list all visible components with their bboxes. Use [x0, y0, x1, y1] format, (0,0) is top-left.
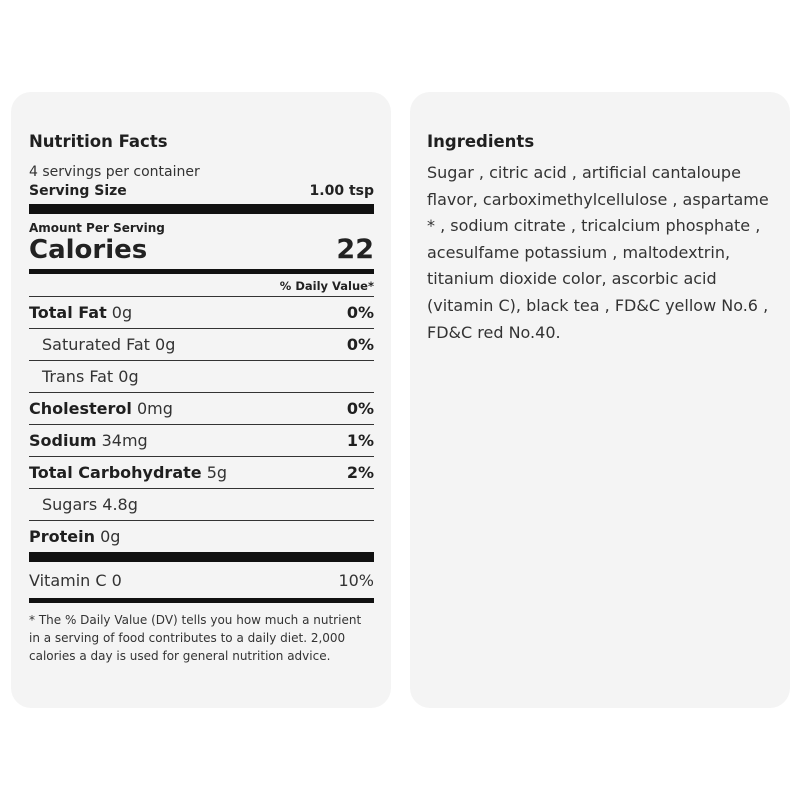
vitamin-name: Vitamin C 0	[29, 570, 122, 590]
nutrient-row-total-carbohydrate: Total Carbohydrate 5g 2%	[29, 457, 374, 488]
nutrient-name: Total Carbohydrate	[29, 463, 202, 482]
calories-value: 22	[336, 234, 374, 265]
nutrient-name: Cholesterol	[29, 399, 132, 418]
vitamin-percent: 10%	[338, 570, 374, 590]
nutrient-name: Trans Fat 0g	[42, 367, 139, 386]
ingredients-section: Ingredients Sugar , citric acid , artifi…	[427, 132, 777, 346]
nutrient-amount: 0g	[106, 303, 133, 322]
nutrient-percent: 2%	[346, 463, 374, 482]
divider-thick	[29, 552, 374, 562]
divider	[29, 296, 374, 297]
nutrition-label: Nutrition Facts 4 servings per container…	[29, 132, 374, 665]
nutrient-row-trans-fat: Trans Fat 0g	[29, 361, 374, 392]
nutrient-name: Sugars 4.8g	[42, 495, 138, 514]
serving-size-row: Serving Size 1.00 tsp	[29, 183, 374, 199]
nutrition-title: Nutrition Facts	[29, 132, 168, 151]
divider	[29, 488, 374, 489]
amount-per-serving: Amount Per Serving	[29, 221, 165, 235]
nutrient-name: Total Fat	[29, 303, 107, 322]
divider	[29, 392, 374, 393]
nutrient-amount: 0g	[94, 527, 121, 546]
daily-value-footnote: * The % Daily Value (DV) tells you how m…	[29, 613, 362, 663]
calories-label: Calories	[29, 235, 148, 265]
ingredients-title: Ingredients	[427, 132, 535, 151]
ingredients-text: Sugar , citric acid , artificial cantalo…	[427, 163, 769, 342]
nutrient-row-sugars: Sugars 4.8g	[29, 489, 374, 520]
nutrient-amount: 34mg	[96, 431, 148, 450]
nutrition-facts-card: Nutrition Facts 4 servings per container…	[11, 92, 391, 708]
nutrient-row-cholesterol: Cholesterol 0mg 0%	[29, 393, 374, 424]
divider	[29, 424, 374, 425]
divider-medium	[29, 598, 374, 603]
servings-per-container: 4 servings per container	[29, 164, 200, 180]
nutrient-percent: 0%	[346, 335, 374, 354]
nutrient-name: Saturated Fat 0g	[42, 335, 176, 354]
calories-row: Calories 22	[29, 234, 374, 266]
divider-medium	[29, 269, 374, 274]
ingredients-card: Ingredients Sugar , citric acid , artifi…	[410, 92, 790, 708]
divider-thick	[29, 204, 374, 214]
nutrient-row-saturated-fat: Saturated Fat 0g 0%	[29, 329, 374, 360]
nutrient-amount: 0mg	[131, 399, 173, 418]
nutrient-name: Protein	[29, 527, 95, 546]
nutrient-percent: 0%	[346, 303, 374, 322]
nutrient-name: Sodium	[29, 431, 97, 450]
divider	[29, 520, 374, 521]
nutrient-row-sodium: Sodium 34mg 1%	[29, 425, 374, 456]
divider	[29, 456, 374, 457]
daily-value-header: % Daily Value*	[279, 279, 374, 293]
nutrient-percent: 1%	[346, 431, 374, 450]
divider	[29, 328, 374, 329]
serving-size-value: 1.00 tsp	[309, 183, 374, 199]
nutrient-percent: 0%	[346, 399, 374, 418]
serving-size-label: Serving Size	[29, 183, 127, 199]
divider	[29, 360, 374, 361]
nutrient-row-total-fat: Total Fat 0g 0%	[29, 297, 374, 328]
nutrient-amount: 5g	[201, 463, 228, 482]
nutrient-row-protein: Protein 0g	[29, 521, 374, 552]
vitamin-row: Vitamin C 0 10%	[29, 562, 374, 598]
